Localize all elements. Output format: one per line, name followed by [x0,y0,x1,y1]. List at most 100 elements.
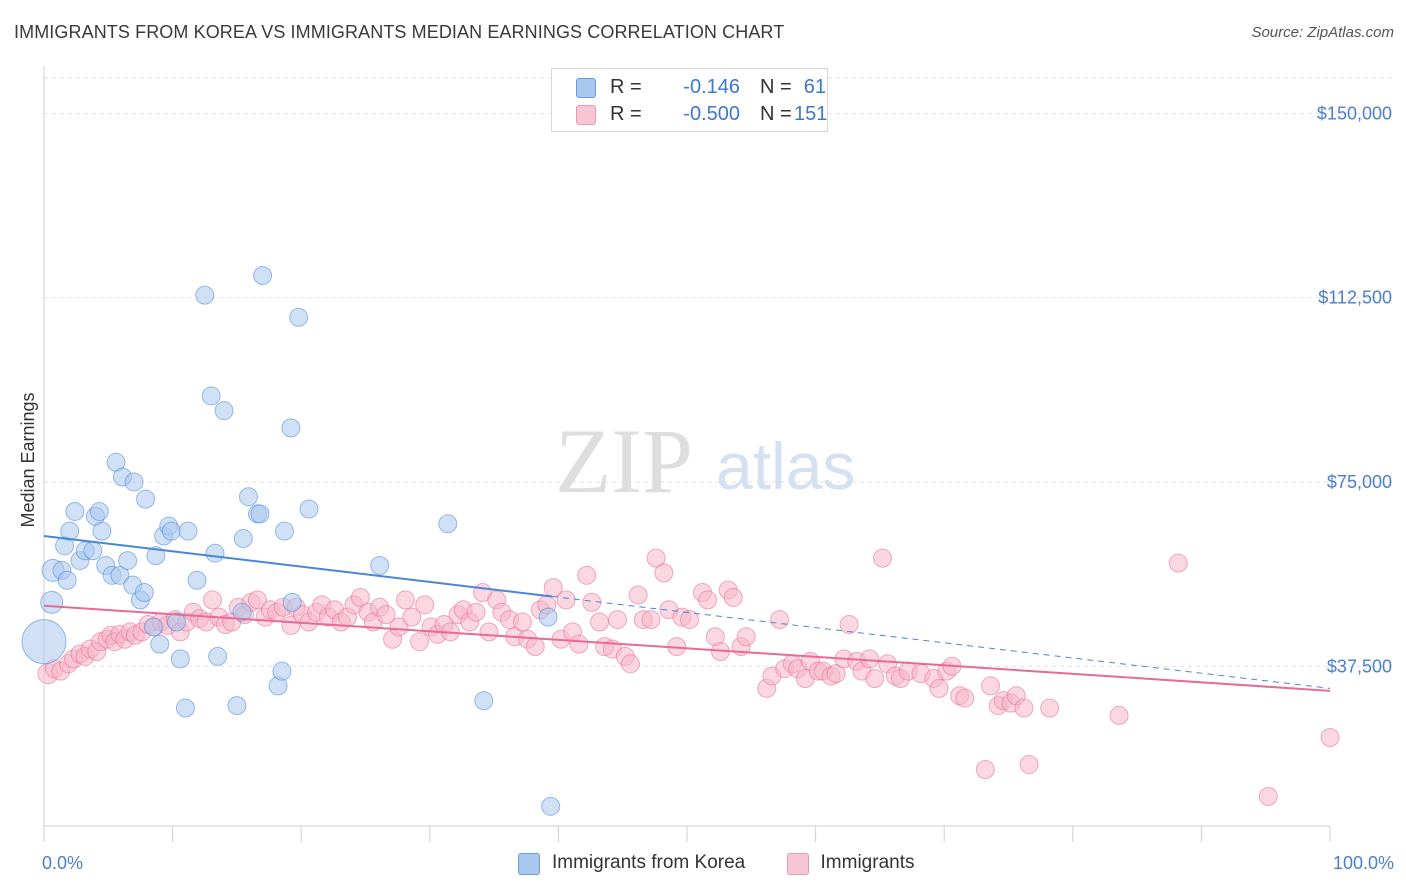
korea-point [124,472,144,492]
korea-point [370,556,390,576]
korea-point [274,521,294,541]
immigrants-point [376,605,396,625]
korea-point [282,592,302,612]
korea-point [227,696,247,716]
korea-point [541,796,561,816]
immigrants-point [395,590,415,610]
immigrants-point [770,610,790,630]
r-label: R = [610,76,642,98]
immigrants-point [247,590,267,610]
immigrants-point [389,617,409,637]
korea-point [289,307,309,327]
korea-point [299,499,319,519]
korea-point [272,661,292,681]
immigrants-point [556,590,576,610]
immigrants-point [1014,698,1034,718]
korea-point [281,418,301,438]
immigrants-point [1168,553,1188,573]
korea-point [178,521,198,541]
r-label: R = [610,103,642,125]
korea-point [40,590,64,614]
korea-point [150,634,170,654]
korea-point [21,619,67,665]
immigrants-point [680,610,700,630]
immigrants-point [872,548,892,568]
legend-label-immigrants: Immigrants [820,852,915,873]
axes [43,66,1331,842]
korea-point [195,285,215,305]
immigrants-point [415,595,435,615]
korea-point [146,546,166,566]
korea-point [166,612,186,632]
korea-point [214,401,234,421]
immigrants-point [698,590,718,610]
immigrants-swatch [576,105,596,125]
immigrants-point [955,688,975,708]
n-value: 61 [803,76,826,98]
tick-labels: $37,500 $75,000 $112,500 $150,000 0.0% 100.0% [42,103,1394,873]
immigrants-point [654,563,674,583]
immigrants-point [569,634,589,654]
korea-point [134,583,154,603]
immigrants-point [620,654,640,674]
immigrants-legend-swatch [786,853,809,875]
korea-point [92,521,112,541]
n-value: 151 [794,103,828,125]
korea-point [201,386,221,406]
immigrants-point [1320,728,1340,748]
korea-point [57,570,77,590]
immigrants-point [479,622,499,642]
korea-point [474,691,494,711]
immigrants-point [350,587,370,607]
r-value: -0.500 [683,103,740,125]
immigrants-point [929,678,949,698]
korea-point [233,528,253,548]
trend-lines [43,535,1331,692]
grid-lines [44,77,1394,667]
y-tick-label: $75,000 [1327,472,1392,492]
korea-point [118,551,138,571]
legend-item-korea[interactable]: Immigrants from Korea [518,852,745,875]
immigrants-point [975,759,995,779]
immigrants-point [1019,755,1039,775]
n-label: N = [760,103,792,125]
immigrants-point [980,676,1000,696]
chart-source: Source: ZipAtlas.com [1251,24,1394,41]
immigrants-point [865,669,885,689]
immigrants-point [525,637,545,657]
korea-point [250,504,270,524]
korea-point [538,607,558,627]
immigrants-point [202,590,222,610]
korea-point [438,514,458,534]
r-value: -0.146 [683,76,740,98]
y-tick-label: $37,500 [1327,656,1392,676]
korea-point [110,565,130,585]
korea-point [187,570,207,590]
immigrants-point [590,612,610,632]
y-axis-label: Median Earnings [18,392,38,527]
n-label: N = [760,76,792,98]
series-legend: Immigrants from Korea Immigrants [518,852,950,875]
immigrants-point [628,585,648,605]
immigrants-point [641,610,661,630]
korea-trend-line [43,535,553,598]
immigrants-point [410,632,430,652]
korea-point [89,501,109,521]
immigrants-point [512,612,532,632]
chart-title: IMMIGRANTS FROM KOREA VS IMMIGRANTS MEDI… [14,22,785,42]
korea-point [170,649,190,669]
x-tick-label-min: 0.0% [42,853,83,873]
y-tick-label: $112,500 [1318,288,1392,308]
korea-point [143,617,163,637]
immigrants-point [826,664,846,684]
immigrants-point [608,610,628,630]
korea-point [238,487,258,507]
series-immigrants-points [37,548,1340,807]
immigrants-point [839,614,859,634]
legend-item-immigrants[interactable]: Immigrants [786,852,915,875]
immigrants-point [646,548,666,568]
korea-point [175,698,195,718]
korea-point [205,543,225,563]
korea-point [136,489,156,509]
immigrants-point [1109,705,1129,725]
